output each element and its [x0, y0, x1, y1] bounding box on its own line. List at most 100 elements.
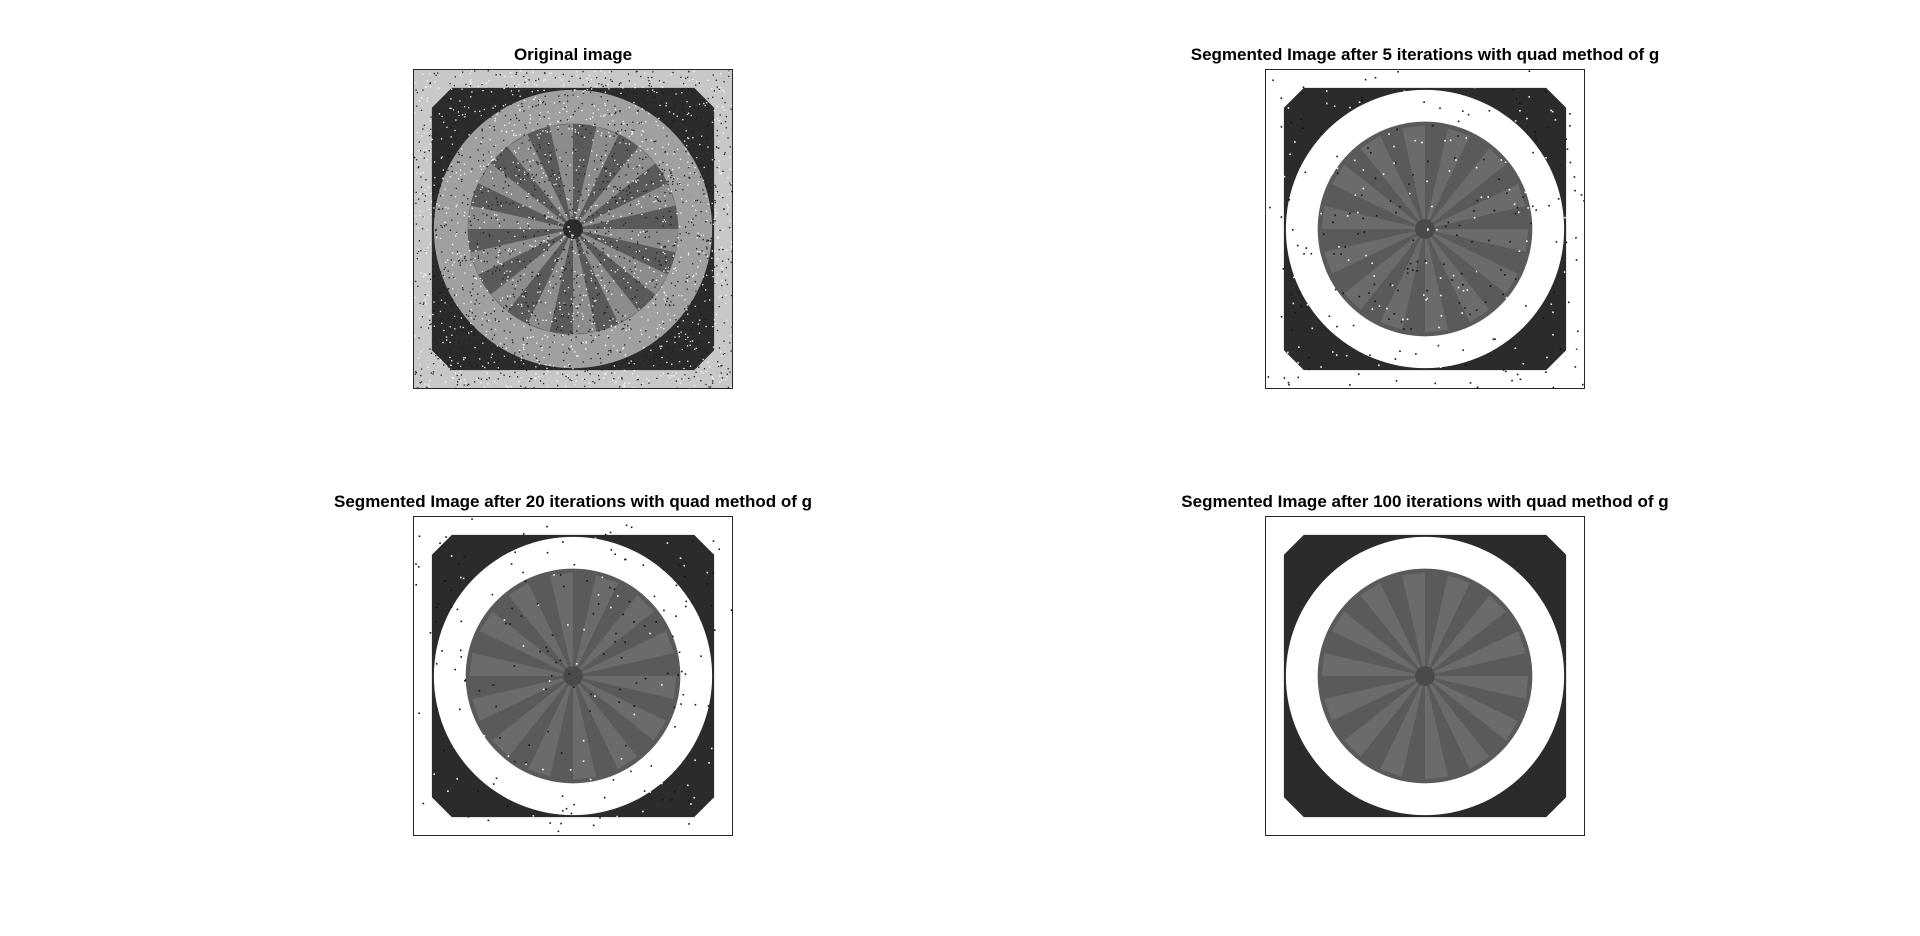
- noise-dot: [720, 365, 722, 367]
- noise-dot: [664, 245, 666, 247]
- noise-dot: [650, 85, 653, 88]
- noise-dot: [520, 303, 523, 306]
- noise-dot: [720, 372, 722, 374]
- noise-dot: [477, 377, 480, 379]
- noise-dot: [700, 201, 702, 204]
- noise-dot: [449, 370, 452, 372]
- noise-dot: [491, 593, 494, 596]
- noise-dot: [519, 349, 521, 351]
- noise-dot: [555, 661, 557, 664]
- noise-dot: [1565, 78, 1567, 81]
- noise-dot: [690, 736, 693, 739]
- noise-dot: [572, 148, 574, 150]
- noise-dot: [716, 166, 718, 169]
- noise-dot: [619, 351, 621, 353]
- noise-dot: [562, 279, 564, 282]
- noise-dot: [533, 176, 535, 179]
- noise-dot: [454, 328, 456, 330]
- noise-dot: [461, 347, 463, 349]
- noise-dot: [696, 199, 699, 202]
- noise-dot: [589, 231, 591, 233]
- noise-dot: [435, 662, 438, 665]
- noise-dot: [1289, 153, 1291, 156]
- noise-dot: [645, 248, 647, 250]
- noise-dot: [415, 215, 417, 217]
- noise-dot: [1535, 209, 1537, 211]
- noise-dot: [541, 101, 544, 104]
- noise-dot: [635, 251, 637, 253]
- noise-dot: [483, 108, 486, 111]
- noise-dot: [449, 126, 452, 128]
- noise-dot: [487, 359, 489, 362]
- noise-dot: [532, 815, 535, 817]
- noise-dot: [639, 157, 641, 160]
- noise-dot: [648, 236, 650, 238]
- noise-dot: [575, 212, 577, 214]
- noise-dot: [522, 346, 525, 349]
- noise-dot: [627, 185, 630, 187]
- noise-dot: [604, 227, 606, 229]
- noise-dot: [422, 73, 424, 75]
- noise-dot: [514, 288, 516, 290]
- noise-dot: [592, 112, 594, 114]
- noise-dot: [714, 200, 716, 202]
- noise-dot: [419, 317, 421, 319]
- noise-dot: [463, 214, 465, 217]
- noise-dot: [712, 572, 714, 575]
- noise-dot: [537, 604, 540, 606]
- noise-dot: [679, 183, 682, 186]
- noise-dot: [457, 151, 460, 154]
- noise-dot: [666, 340, 668, 343]
- noise-dot: [530, 217, 532, 219]
- noise-dot: [457, 362, 459, 364]
- noise-dot: [1525, 305, 1527, 307]
- noise-dot: [468, 351, 470, 353]
- noise-dot: [530, 329, 532, 331]
- noise-dot: [608, 88, 610, 90]
- noise-dot: [668, 304, 671, 306]
- noise-dot: [567, 226, 569, 228]
- noise-dot: [493, 129, 496, 131]
- noise-dot: [720, 246, 723, 248]
- noise-dot: [613, 363, 615, 366]
- noise-dot: [727, 368, 729, 370]
- noise-dot: [447, 288, 449, 290]
- noise-dot: [658, 164, 660, 166]
- noise-dot: [663, 270, 665, 272]
- noise-dot: [619, 688, 621, 691]
- noise-dot: [615, 632, 617, 635]
- noise-dot: [568, 364, 570, 366]
- noise-dot: [450, 606, 453, 609]
- noise-dot: [579, 217, 582, 219]
- noise-dot: [1469, 382, 1472, 384]
- noise-dot: [1393, 312, 1396, 315]
- noise-dot: [560, 822, 562, 825]
- noise-dot: [533, 218, 536, 220]
- noise-dot: [593, 160, 596, 162]
- noise-dot: [661, 798, 664, 801]
- noise-dot: [479, 358, 481, 360]
- noise-dot: [718, 248, 720, 251]
- noise-dot: [623, 344, 626, 346]
- noise-dot: [1489, 285, 1492, 287]
- noise-dot: [581, 109, 583, 112]
- noise-dot: [628, 365, 630, 367]
- noise-dot: [1349, 384, 1351, 386]
- noise-dot: [470, 309, 472, 311]
- noise-dot: [684, 84, 687, 86]
- spoke: [573, 126, 619, 229]
- noise-dot: [592, 305, 594, 307]
- noise-dot: [689, 111, 691, 113]
- noise-dot: [639, 340, 641, 343]
- noise-dot: [637, 378, 639, 381]
- noise-dot: [539, 100, 541, 103]
- noise-dot: [656, 231, 658, 233]
- noise-dot: [528, 169, 531, 171]
- noise-dot: [1550, 109, 1552, 112]
- noise-dot: [1577, 72, 1580, 75]
- noise-dot: [533, 153, 535, 155]
- noise-dot: [474, 303, 476, 305]
- noise-dot: [542, 382, 545, 385]
- spoke: [470, 229, 573, 275]
- noise-dot: [464, 318, 466, 321]
